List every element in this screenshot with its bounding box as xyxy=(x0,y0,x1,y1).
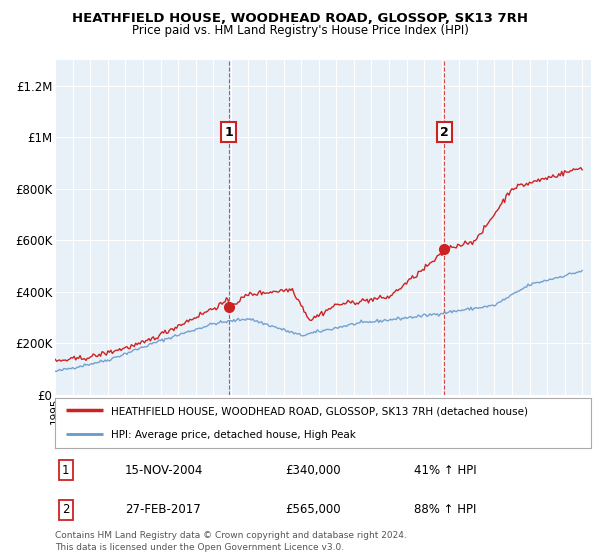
Text: 88% ↑ HPI: 88% ↑ HPI xyxy=(414,503,476,516)
Text: 1: 1 xyxy=(62,464,70,477)
Text: 1: 1 xyxy=(224,125,233,138)
Text: 2: 2 xyxy=(62,503,70,516)
Text: £340,000: £340,000 xyxy=(286,464,341,477)
Text: 15-NOV-2004: 15-NOV-2004 xyxy=(125,464,203,477)
Text: 41% ↑ HPI: 41% ↑ HPI xyxy=(414,464,477,477)
Text: 27-FEB-2017: 27-FEB-2017 xyxy=(125,503,200,516)
Text: HEATHFIELD HOUSE, WOODHEAD ROAD, GLOSSOP, SK13 7RH (detached house): HEATHFIELD HOUSE, WOODHEAD ROAD, GLOSSOP… xyxy=(112,406,529,416)
Text: HEATHFIELD HOUSE, WOODHEAD ROAD, GLOSSOP, SK13 7RH: HEATHFIELD HOUSE, WOODHEAD ROAD, GLOSSOP… xyxy=(72,12,528,25)
Text: £565,000: £565,000 xyxy=(286,503,341,516)
Text: HPI: Average price, detached house, High Peak: HPI: Average price, detached house, High… xyxy=(112,430,356,440)
Text: 2: 2 xyxy=(440,125,449,138)
Text: Price paid vs. HM Land Registry's House Price Index (HPI): Price paid vs. HM Land Registry's House … xyxy=(131,24,469,36)
Text: Contains HM Land Registry data © Crown copyright and database right 2024.
This d: Contains HM Land Registry data © Crown c… xyxy=(55,531,407,552)
